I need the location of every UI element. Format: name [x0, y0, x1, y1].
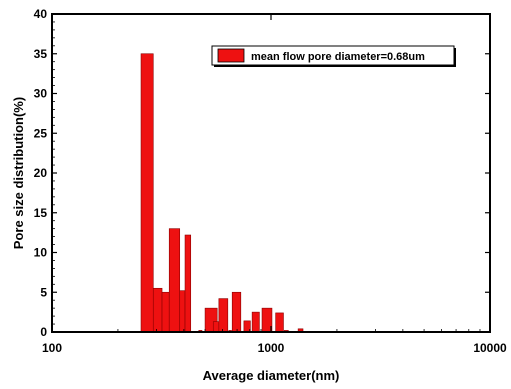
- bar-0-2: [161, 291, 170, 333]
- x-tick-label: 100: [42, 341, 62, 355]
- bars-group: [140, 53, 304, 333]
- x-tick-label: 1000: [258, 341, 285, 355]
- bar-0-5: [184, 234, 192, 333]
- x-tick-label: 10000: [473, 341, 507, 355]
- y-tick-label: 40: [34, 7, 48, 21]
- ticks-group: 0 5 10 15 20 25 30 35 40 100 1000 10000: [34, 7, 507, 355]
- y-tick-label: 25: [34, 126, 48, 140]
- bar-0-0: [140, 53, 154, 333]
- bar-0-15: [275, 312, 284, 333]
- bar-0-9: [218, 298, 229, 333]
- bar-0-1: [152, 287, 163, 333]
- y-tick-label: 5: [40, 285, 47, 299]
- y-tick-label: 15: [34, 206, 48, 220]
- bar-0-3: [168, 228, 181, 333]
- bar-0-13: [251, 311, 260, 333]
- legend-label: mean flow pore diameter=0.68um: [251, 51, 425, 63]
- bar-0-8: [212, 321, 220, 333]
- legend: mean flow pore diameter=0.68um: [211, 45, 456, 67]
- bar-0-4: [179, 290, 186, 333]
- legend-box: [211, 45, 455, 66]
- bar-0-11: [231, 291, 242, 333]
- y-tick-label: 35: [34, 47, 48, 61]
- y-axis-title: Pore size distribution(%): [11, 97, 26, 249]
- y-tick-label: 10: [34, 246, 48, 260]
- y-tick-label: 20: [34, 166, 48, 180]
- legend-swatch: [217, 48, 245, 63]
- y-tick-label: 0: [40, 325, 47, 339]
- y-tick-label: 30: [34, 87, 48, 101]
- x-axis-title: Average diameter(nm): [203, 368, 340, 383]
